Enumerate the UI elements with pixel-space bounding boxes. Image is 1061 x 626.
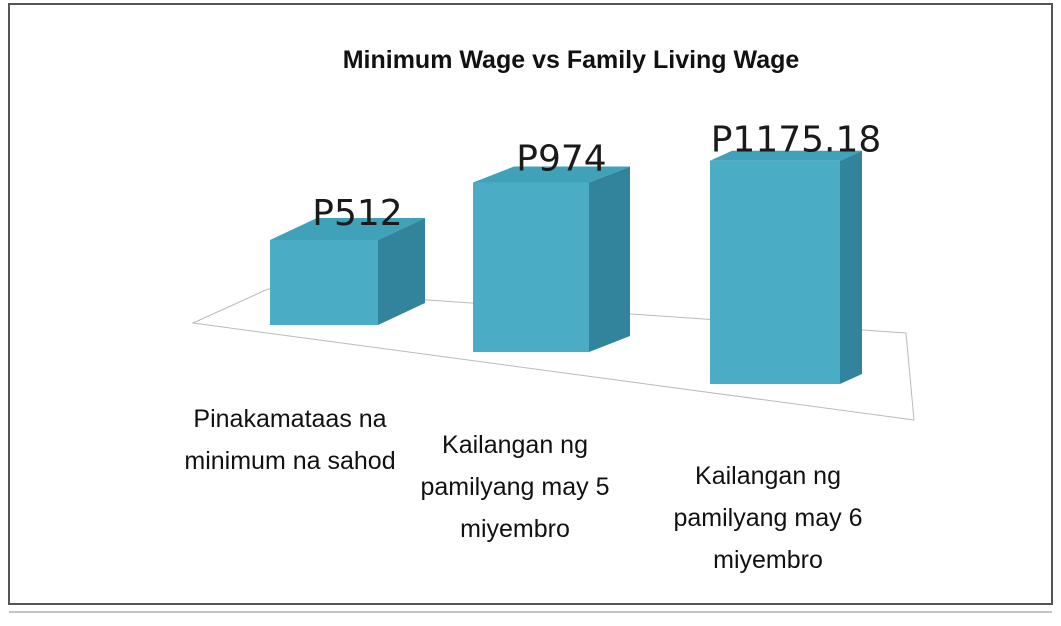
category-label: Kailangan ng pamilyang may 6 miyembro [673, 462, 863, 574]
bar-top [270, 218, 425, 241]
value-label: P1175.18 [711, 120, 882, 161]
chart-title: Minimum Wage vs Family Living Wage [343, 46, 800, 74]
bar-front [710, 160, 840, 384]
bar [710, 150, 862, 384]
category-label: Kailangan ng pamilyang may 5 miyembro [420, 431, 610, 543]
bar-side [378, 218, 425, 325]
bar-front [270, 240, 378, 325]
bar-side [840, 150, 862, 384]
bar [473, 166, 630, 352]
bar-side [589, 166, 630, 352]
bar-front [473, 182, 589, 352]
value-label: P974 [516, 139, 606, 180]
value-label: P512 [312, 193, 402, 234]
category-label: Pinakamataas na minimum na sahod [184, 405, 396, 475]
bar-top [473, 166, 630, 183]
bar-top [710, 150, 862, 161]
bar [270, 218, 425, 325]
